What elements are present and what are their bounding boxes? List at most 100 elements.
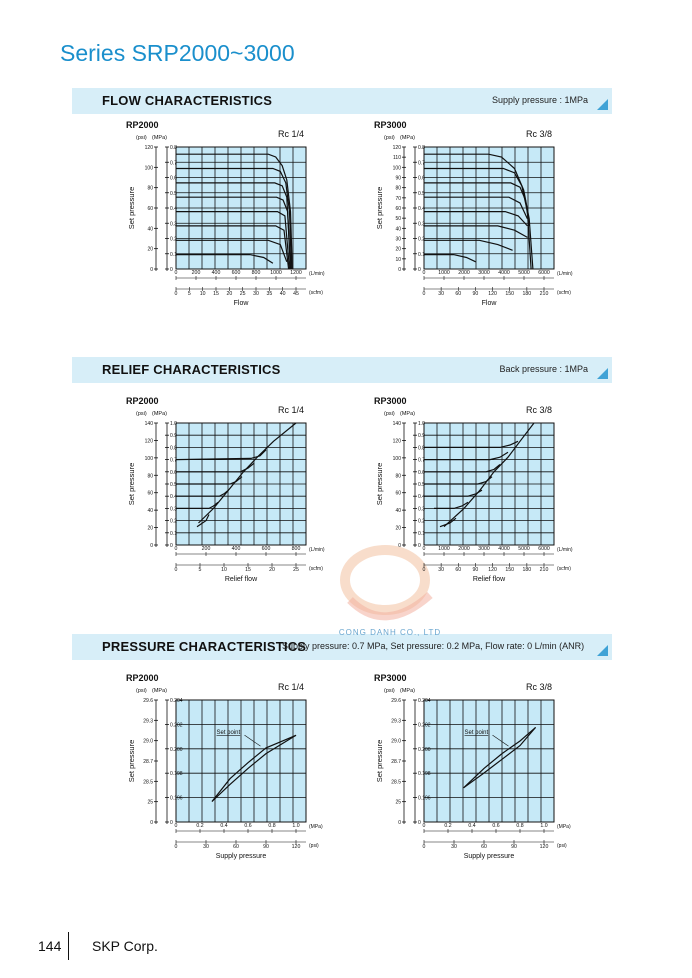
x1-tick-label: 0.2 (444, 823, 451, 829)
x1-tick-label: 0 (423, 823, 426, 829)
set-point-annotation: Set point (465, 730, 489, 736)
psi-tick-label: 120 (393, 438, 402, 444)
series-line (424, 211, 528, 227)
mpa-tick-label: 0.7 (418, 160, 425, 166)
psi-tick-label: 60 (147, 206, 153, 212)
psi-tick-label: 29.3 (391, 718, 401, 724)
series-line (211, 734, 297, 802)
mpa-tick-label: 0.4 (418, 206, 425, 212)
x2-unit-label: (scfm) (309, 290, 323, 296)
x2-tick-label: 0 (175, 567, 178, 573)
psi-tick-label: 0 (150, 820, 153, 826)
psi-tick-label: 80 (147, 473, 153, 479)
psi-tick-label: 40 (147, 508, 153, 514)
mpa-tick-label: 0.5 (418, 191, 425, 197)
x1-tick-label: 2000 (458, 546, 470, 552)
pressure-section-header: PRESSURE CHARACTERISTICS Supply pressure… (72, 634, 612, 660)
series-line (176, 254, 274, 264)
mpa-tick-label: 0.202 (170, 722, 183, 728)
psi-tick-label: 90 (395, 176, 401, 182)
mpa-tick-label: 0.8 (170, 445, 177, 451)
x2-tick-label: 120 (488, 291, 497, 297)
mpa-tick-label: 0.9 (418, 433, 425, 439)
x2-tick-label: 90 (511, 844, 517, 850)
x1-tick-label: 400 (232, 546, 241, 552)
mpa-tick-label: 0.4 (418, 494, 425, 500)
x1-tick-label: 600 (262, 546, 271, 552)
x1-tick-label: 0.8 (268, 823, 275, 829)
x2-unit-label: (scfm) (309, 566, 323, 572)
x1-tick-label: 1000 (438, 270, 450, 276)
mpa-tick-label: 0.200 (418, 747, 431, 753)
x2-tick-label: 10 (200, 291, 206, 297)
x1-unit-label: (L/min) (309, 271, 325, 277)
mpa-tick-label: 0.2 (170, 519, 177, 525)
corner-triangle-icon (597, 99, 608, 110)
set-point-annotation: Set point (217, 730, 241, 736)
y-axis-title: Set pressure (375, 740, 384, 783)
mpa-tick-label: 1.0 (170, 421, 177, 427)
series-line (176, 225, 290, 270)
mpa-tick-label: 0.5 (170, 191, 177, 197)
series-line (424, 254, 476, 263)
mpa-tick-label: 0.202 (418, 722, 431, 728)
x2-tick-label: 30 (253, 291, 259, 297)
x1-unit-label: (L/min) (557, 547, 573, 553)
mpa-tick-label: 0.1 (418, 531, 425, 537)
psi-tick-label: 120 (145, 145, 154, 151)
series-line (198, 422, 297, 524)
y-axis-title: Set pressure (127, 463, 136, 506)
psi-tick-label: 100 (393, 165, 402, 171)
chart-port-label: Rc 1/4 (278, 129, 304, 139)
psi-tick-label: 20 (147, 247, 153, 253)
x1-tick-label: 800 (292, 546, 301, 552)
chart-model-label: RP3000 (374, 673, 407, 683)
mpa-tick-label: 0.6 (418, 176, 425, 182)
mpa-unit-label: (MPa) (152, 135, 167, 141)
mpa-tick-label: 0.8 (418, 445, 425, 451)
series-line (176, 476, 243, 485)
psi-tick-label: 28.5 (143, 779, 153, 785)
mpa-tick-label: 0 (170, 267, 173, 273)
mpa-tick-label: 0.1 (170, 531, 177, 537)
x1-tick-label: 1.0 (292, 823, 299, 829)
psi-tick-label: 60 (395, 491, 401, 497)
mpa-tick-label: 0.5 (418, 482, 425, 488)
chart-port-label: Rc 1/4 (278, 405, 304, 415)
x1-tick-label: 1000 (270, 270, 282, 276)
psi-tick-label: 30 (395, 237, 401, 243)
mpa-tick-label: 0.1 (418, 252, 425, 258)
psi-tick-label: 0 (398, 820, 401, 826)
mpa-tick-label: 0.4 (170, 494, 177, 500)
psi-unit-label: (psi) (384, 688, 395, 694)
x2-tick-label: 20 (269, 567, 275, 573)
mpa-tick-label: 0.2 (170, 237, 177, 243)
mpa-tick-label: 0 (418, 543, 421, 549)
x1-tick-label: 0.6 (492, 823, 499, 829)
psi-tick-label: 80 (147, 186, 153, 192)
x1-tick-label: 0.6 (244, 823, 251, 829)
psi-tick-label: 40 (395, 508, 401, 514)
x1-tick-label: 0.2 (196, 823, 203, 829)
series-line (439, 517, 457, 528)
x2-tick-label: 150 (505, 567, 514, 573)
footer-divider (68, 932, 69, 960)
x2-tick-label: 180 (523, 291, 532, 297)
psi-tick-label: 28.7 (391, 759, 401, 765)
mpa-tick-label: 0.3 (418, 506, 425, 512)
x2-tick-label: 25 (293, 567, 299, 573)
mpa-tick-label: 0.4 (170, 206, 177, 212)
section-note: Supply pressure: 0.7 MPa, Set pressure: … (282, 641, 585, 651)
x2-tick-label: 210 (540, 567, 549, 573)
series-line (463, 727, 537, 789)
psi-tick-label: 60 (395, 206, 401, 212)
series-line (463, 726, 536, 789)
x2-tick-label: 5 (199, 567, 202, 573)
mpa-tick-label: 0.2 (418, 237, 425, 243)
x-axis-title: Relief flow (473, 576, 506, 583)
mpa-tick-label: 0.7 (170, 160, 177, 166)
mpa-tick-label: 0.3 (170, 221, 177, 227)
series-line (176, 239, 288, 263)
x2-tick-label: 210 (540, 291, 549, 297)
x1-tick-label: 600 (232, 270, 241, 276)
